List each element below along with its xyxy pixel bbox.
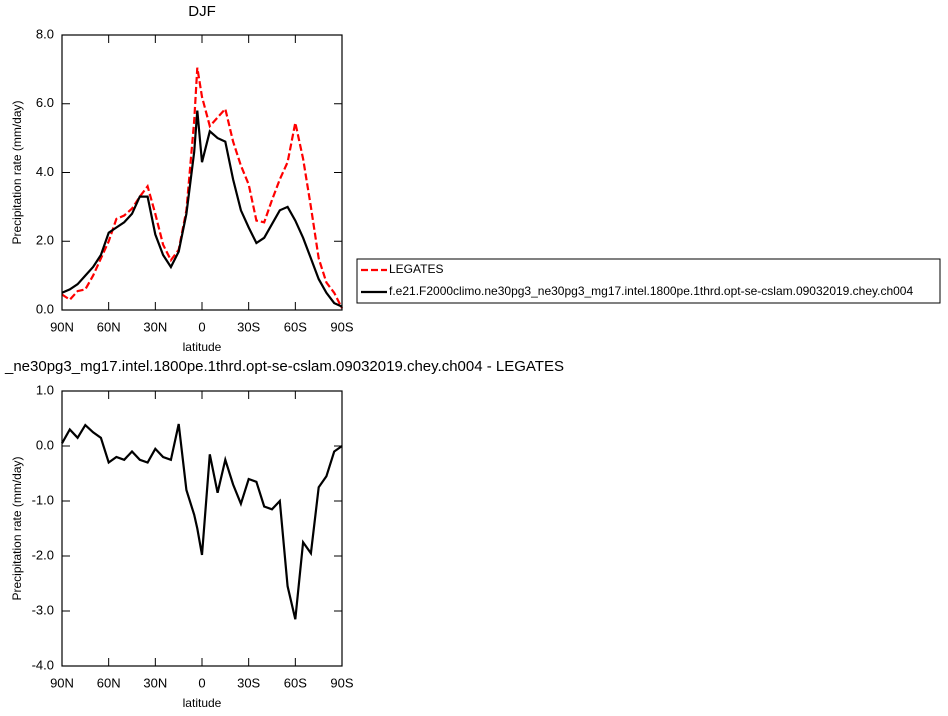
data-line <box>61 423 343 620</box>
x-tick-label: 60N <box>97 675 121 690</box>
y-tick-label: 4.0 <box>36 164 54 179</box>
x-tick-label: 90S <box>330 675 353 690</box>
y-tick-label: -1.0 <box>32 492 54 507</box>
y-tick-label: 0.0 <box>36 301 54 316</box>
y-tick-label: -4.0 <box>32 657 54 672</box>
x-tick-label: 90S <box>330 319 353 334</box>
y-tick-label: 6.0 <box>36 95 54 110</box>
chart-title: _ne30pg3_mg17.intel.1800pe.1thrd.opt-se-… <box>4 358 564 375</box>
x-tick-label: 30N <box>143 675 167 690</box>
y-tick-label: 8.0 <box>36 26 54 41</box>
x-tick-label: 90N <box>50 319 74 334</box>
x-tick-label: 90N <box>50 675 74 690</box>
x-tick-label: 30S <box>237 675 260 690</box>
y-tick-label: -3.0 <box>32 602 54 617</box>
x-tick-label: 0 <box>198 675 205 690</box>
y-axis-label: Precipitation rate (mm/day) <box>10 456 24 600</box>
legend-label: f.e21.F2000climo.ne30pg3_ne30pg3_mg17.in… <box>389 284 913 298</box>
x-tick-label: 60S <box>284 319 307 334</box>
plot-frame <box>61 390 343 667</box>
x-axis-label: latitude <box>183 340 222 354</box>
x-tick-label: 60N <box>97 319 121 334</box>
x-tick-label: 0 <box>198 319 205 334</box>
plot-frame <box>61 34 343 311</box>
x-tick-label: 30N <box>143 319 167 334</box>
legend-box <box>356 258 941 304</box>
data-line <box>61 67 343 309</box>
y-tick-label: 2.0 <box>36 233 54 248</box>
x-axis-label: latitude <box>183 696 222 710</box>
legend-label: LEGATES <box>389 262 443 276</box>
data-line <box>61 110 343 308</box>
chart-title: DJF <box>188 3 216 20</box>
y-tick-label: 0.0 <box>36 437 54 452</box>
y-tick-label: -2.0 <box>32 547 54 562</box>
y-tick-label: 1.0 <box>36 382 54 397</box>
x-tick-label: 30S <box>237 319 260 334</box>
y-axis-label: Precipitation rate (mm/day) <box>10 100 24 244</box>
x-tick-label: 60S <box>284 675 307 690</box>
